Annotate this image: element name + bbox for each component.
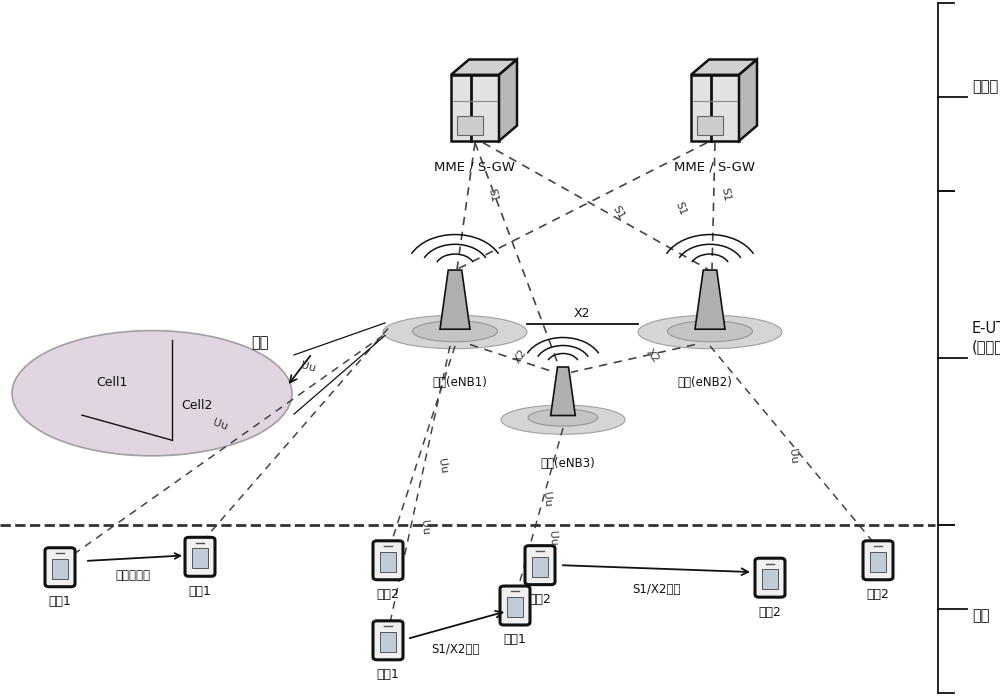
Ellipse shape: [528, 409, 598, 426]
FancyBboxPatch shape: [762, 569, 778, 590]
Text: S1: S1: [487, 187, 499, 203]
Ellipse shape: [501, 405, 625, 434]
Polygon shape: [691, 60, 757, 75]
Ellipse shape: [12, 331, 292, 456]
Text: MME / S-GW: MME / S-GW: [434, 160, 516, 173]
FancyBboxPatch shape: [863, 541, 893, 580]
Text: Uu: Uu: [541, 491, 553, 508]
Text: S1: S1: [719, 187, 731, 203]
Ellipse shape: [668, 321, 753, 342]
FancyBboxPatch shape: [380, 552, 396, 572]
FancyBboxPatch shape: [755, 558, 785, 597]
Text: 放大: 放大: [251, 335, 269, 350]
Text: Uu: Uu: [547, 531, 559, 546]
Text: 小区间切换: 小区间切换: [116, 569, 150, 583]
Text: Uu: Uu: [436, 458, 448, 475]
FancyBboxPatch shape: [457, 116, 483, 135]
FancyBboxPatch shape: [373, 541, 403, 580]
FancyBboxPatch shape: [697, 116, 723, 135]
Text: S1: S1: [673, 200, 687, 217]
Text: X2: X2: [574, 307, 590, 319]
Polygon shape: [440, 270, 470, 329]
Text: Uu: Uu: [787, 448, 799, 464]
Ellipse shape: [413, 321, 498, 342]
Text: Cell2: Cell2: [181, 400, 213, 412]
Text: 手机2: 手机2: [867, 588, 889, 601]
Ellipse shape: [638, 315, 782, 349]
Text: 手机1: 手机1: [49, 595, 71, 608]
Text: 核心网: 核心网: [972, 79, 998, 95]
Polygon shape: [695, 270, 725, 329]
Text: 手机1: 手机1: [189, 585, 211, 598]
FancyBboxPatch shape: [500, 586, 530, 625]
FancyBboxPatch shape: [380, 632, 396, 652]
Text: MME / S-GW: MME / S-GW: [674, 160, 756, 173]
Polygon shape: [551, 367, 575, 416]
Text: S1: S1: [610, 204, 626, 221]
FancyBboxPatch shape: [691, 75, 739, 141]
FancyBboxPatch shape: [45, 548, 75, 587]
FancyBboxPatch shape: [451, 75, 499, 141]
Text: 基站(eNB2): 基站(eNB2): [678, 376, 732, 389]
FancyBboxPatch shape: [532, 557, 548, 577]
Text: 手机2: 手机2: [759, 606, 781, 619]
Text: 基站(eNB1): 基站(eNB1): [433, 376, 487, 389]
FancyBboxPatch shape: [185, 537, 215, 576]
Polygon shape: [739, 60, 757, 141]
FancyBboxPatch shape: [870, 552, 886, 572]
Polygon shape: [451, 60, 517, 75]
Text: Uu: Uu: [211, 418, 229, 432]
Text: 手机1: 手机1: [504, 633, 526, 647]
Text: 手机2: 手机2: [377, 588, 399, 601]
Text: E-UTRAN
(接入网): E-UTRAN (接入网): [972, 322, 1000, 354]
Text: Uu: Uu: [419, 520, 431, 535]
Text: S1/X2切换: S1/X2切换: [431, 643, 479, 656]
Text: Cell1: Cell1: [96, 377, 128, 389]
Text: 手机2: 手机2: [529, 593, 551, 606]
Text: 终端: 终端: [972, 608, 990, 624]
Ellipse shape: [383, 315, 527, 349]
Text: 手机1: 手机1: [377, 668, 399, 681]
Text: S1/X2切换: S1/X2切换: [632, 583, 680, 596]
FancyBboxPatch shape: [507, 597, 523, 617]
FancyBboxPatch shape: [192, 548, 208, 569]
FancyBboxPatch shape: [373, 621, 403, 660]
Text: 基站(eNB3): 基站(eNB3): [541, 457, 595, 470]
FancyBboxPatch shape: [525, 546, 555, 585]
Text: Uu: Uu: [299, 361, 317, 374]
FancyBboxPatch shape: [52, 559, 68, 579]
Text: X2: X2: [645, 347, 661, 365]
Text: X2: X2: [512, 347, 528, 365]
Polygon shape: [499, 60, 517, 141]
